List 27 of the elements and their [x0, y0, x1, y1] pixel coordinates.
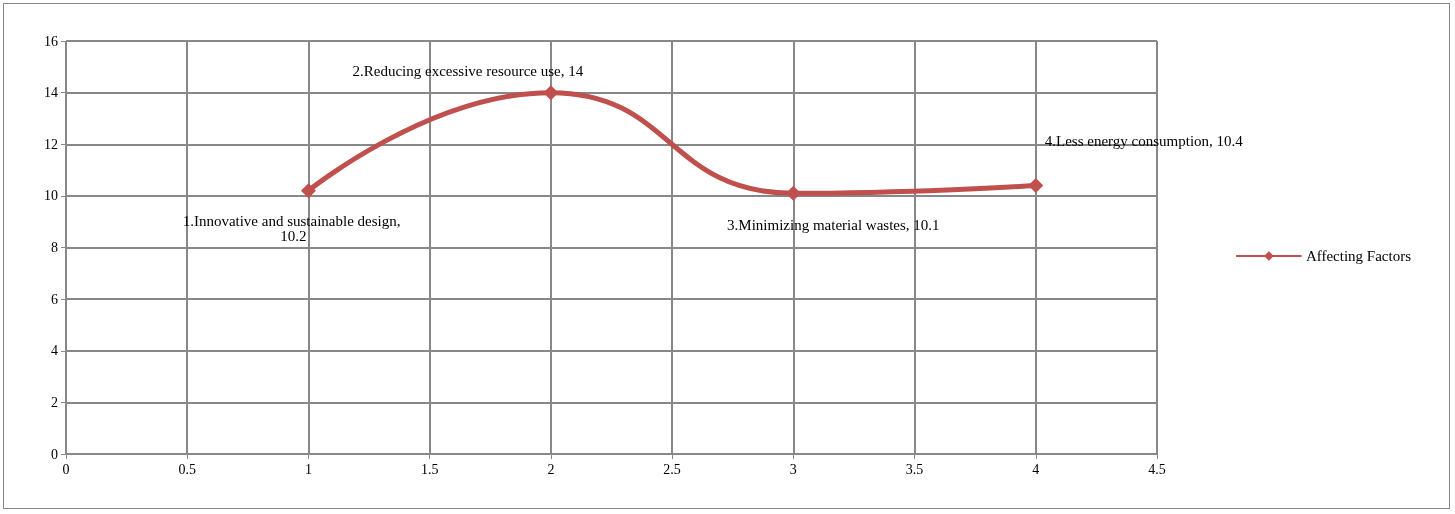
point — [1028, 178, 1044, 194]
x-tick-label: 3 — [789, 461, 797, 477]
x-tick-label: 1 — [304, 461, 312, 477]
data-label: 1.Innovative and sustainable design, 10.2 — [182, 213, 405, 245]
x-tick-label: 2 — [547, 461, 555, 477]
x-tick-label: 4 — [1032, 461, 1040, 477]
y-tick-label: 16 — [44, 33, 58, 49]
x-tick-label: 0 — [62, 461, 70, 477]
x-tick-label: 4.5 — [1148, 461, 1166, 477]
y-tick-label: 10 — [44, 188, 58, 204]
y-tick-label: 14 — [44, 85, 58, 101]
y-tick-label: 4 — [51, 343, 58, 359]
legend-label: Affecting Factors — [1305, 248, 1412, 264]
x-tick-label: 3.5 — [905, 461, 924, 477]
data-label: 3.Minimizing material wastes, 10.1 — [727, 217, 940, 234]
y-tick-label: 0 — [51, 446, 58, 462]
point — [543, 85, 559, 101]
y-tick-label: 6 — [51, 291, 58, 307]
x-tick-label: 0.5 — [178, 461, 196, 477]
y-tick-label: 2 — [51, 394, 58, 410]
y-tick-label: 8 — [51, 240, 58, 255]
data-label: 2.Reducing excessive resource use, 14 — [352, 62, 584, 79]
x-tick-label: 2.5 — [663, 461, 681, 477]
x-tick-label: 1.5 — [420, 461, 439, 477]
y-tick-label: 12 — [44, 136, 58, 152]
point — [300, 183, 316, 199]
data-label: 4.Less energy consumption, 10.4 — [1044, 132, 1244, 149]
